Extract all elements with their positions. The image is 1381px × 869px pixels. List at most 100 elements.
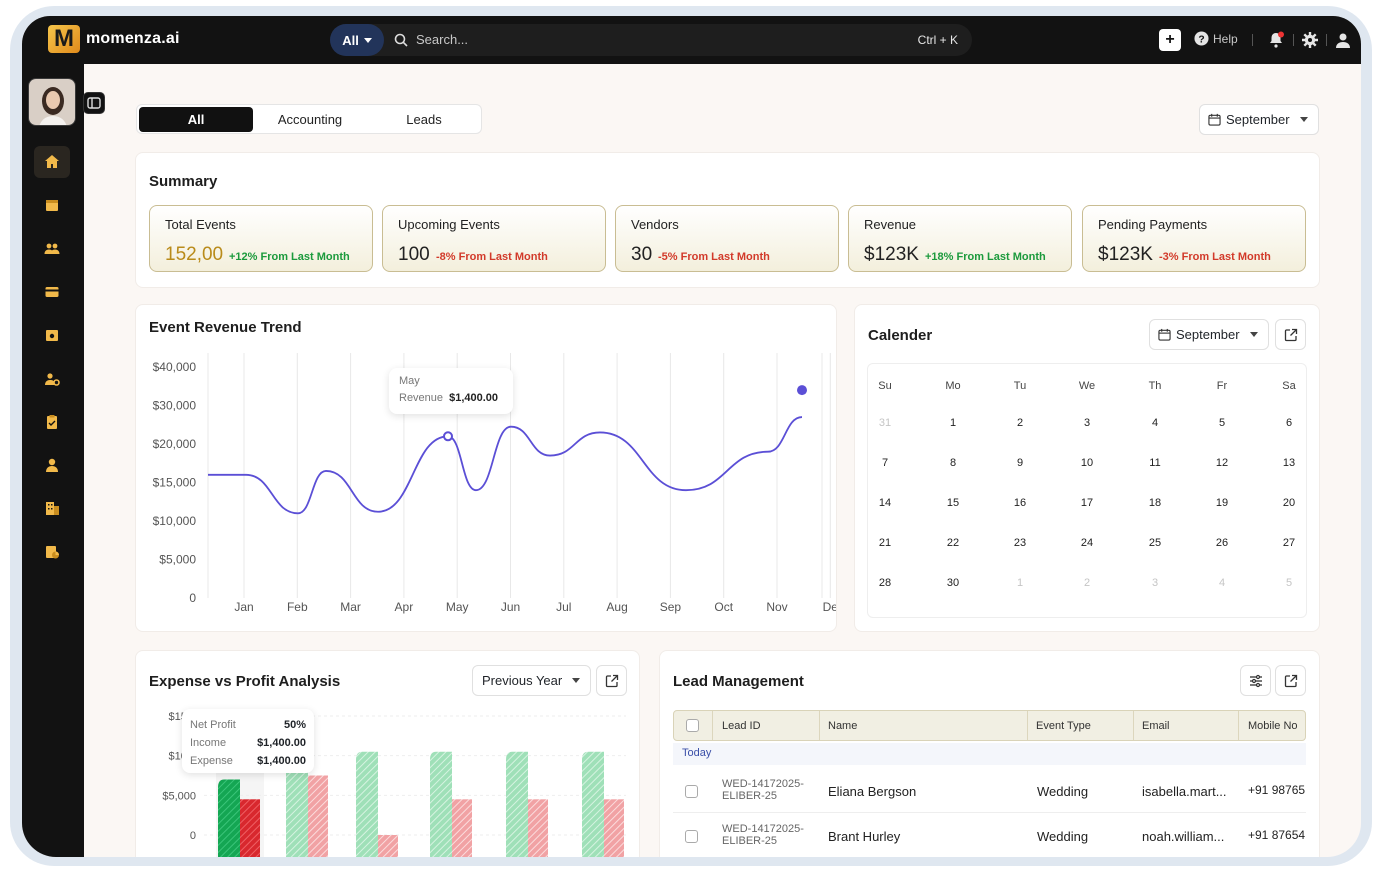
column-mobile[interactable]: Mobile No [1248, 720, 1298, 732]
sidebar-item-card[interactable] [34, 276, 70, 308]
calendar-day[interactable]: 3 [1151, 577, 1159, 589]
lead-open-button[interactable] [1275, 665, 1306, 696]
sidebar-item-event-calendar[interactable] [34, 319, 70, 351]
calendar-day[interactable]: 26 [1215, 537, 1229, 549]
calendar-day[interactable]: 5 [1218, 417, 1226, 429]
gear-icon[interactable] [1301, 31, 1319, 49]
summary-change: +18% From Last Month [925, 251, 1046, 263]
calendar-day[interactable]: 3 [1083, 417, 1091, 429]
income-bar[interactable] [286, 751, 308, 857]
calendar-day[interactable]: 7 [881, 457, 889, 469]
sidebar-toggle-button[interactable] [83, 92, 105, 114]
calendar-day[interactable]: 12 [1215, 457, 1229, 469]
calendar-day[interactable]: 8 [949, 457, 957, 469]
sidebar-item-report[interactable] [34, 536, 70, 568]
table-row[interactable]: WED-14172025- ELIBER-25 Brant Hurley Weddin… [673, 813, 1306, 857]
tab-accounting[interactable]: Accounting [277, 112, 343, 127]
calendar-day[interactable]: 2 [1016, 417, 1024, 429]
expense-bar[interactable] [308, 775, 328, 858]
lead-name[interactable]: Brant Hurley [828, 829, 901, 844]
income-bar[interactable] [430, 751, 452, 857]
calendar-open-button[interactable] [1275, 319, 1306, 350]
summary-card-total-events[interactable]: Total Events 152,00 +12% From Last Month [149, 205, 373, 272]
calendar-day[interactable]: 18 [1148, 497, 1162, 509]
sidebar-item-home[interactable] [34, 146, 70, 178]
row-checkbox[interactable] [685, 830, 698, 843]
expense-bar[interactable] [240, 799, 260, 857]
sidebar-item-building[interactable] [34, 492, 70, 524]
column-event-type[interactable]: Event Type [1036, 720, 1091, 732]
tab-leads[interactable]: Leads [406, 112, 442, 127]
lead-name[interactable]: Eliana Bergson [828, 784, 917, 799]
tab-all[interactable]: All [139, 107, 253, 132]
month-filter-dropdown[interactable]: September [1199, 104, 1319, 135]
global-search[interactable]: All Search... Ctrl + K [330, 24, 972, 56]
calendar-day[interactable]: 31 [878, 417, 892, 429]
calendar-day[interactable]: 6 [1285, 417, 1293, 429]
search-input[interactable]: Search... [416, 32, 469, 47]
select-all-checkbox[interactable] [686, 719, 699, 732]
x-tick-label: Jun [501, 600, 520, 614]
calendar-day[interactable]: 27 [1282, 537, 1296, 549]
calendar-day[interactable]: 1 [1016, 577, 1024, 589]
calendar-day[interactable]: 20 [1282, 497, 1296, 509]
x-tick-label: Oct [714, 600, 733, 614]
table-row[interactable]: WED-14172025- ELIBER-25 Eliana Bergson Wedd… [673, 768, 1306, 813]
calendar-day[interactable]: 28 [878, 577, 892, 589]
calendar-day[interactable]: 15 [946, 497, 960, 509]
hover-point[interactable] [443, 431, 453, 442]
sidebar-item-clipboard[interactable] [34, 406, 70, 438]
bell-icon[interactable] [1267, 31, 1285, 49]
calendar-day[interactable]: 21 [878, 537, 892, 549]
calendar-day[interactable]: 1 [949, 417, 957, 429]
add-button[interactable]: + [1159, 29, 1181, 51]
calendar-day[interactable]: 11 [1149, 457, 1161, 469]
expense-bar[interactable] [378, 835, 398, 857]
calendar-day[interactable]: 14 [878, 497, 892, 509]
calendar-month-dropdown[interactable]: September [1149, 319, 1269, 350]
calendar-day[interactable]: 30 [946, 577, 960, 589]
expense-bar[interactable] [452, 799, 472, 857]
summary-card-vendors[interactable]: Vendors 30 -5% From Last Month [615, 205, 839, 272]
income-bar[interactable] [506, 751, 528, 857]
help-link[interactable]: ? Help [1194, 31, 1238, 46]
expense-bar[interactable] [604, 799, 624, 857]
calendar-day[interactable]: 9 [1016, 457, 1024, 469]
calendar-day[interactable]: 2 [1083, 577, 1091, 589]
calendar-day[interactable]: 10 [1080, 457, 1094, 469]
row-checkbox[interactable] [685, 785, 698, 798]
user-icon[interactable] [1334, 31, 1352, 49]
income-bar[interactable] [582, 751, 604, 857]
column-lead-id[interactable]: Lead ID [722, 720, 761, 732]
data-point[interactable] [797, 385, 807, 396]
calendar-day[interactable]: 17 [1080, 497, 1094, 509]
calendar-day[interactable]: 25 [1148, 537, 1162, 549]
summary-card-upcoming-events[interactable]: Upcoming Events 100 -8% From Last Month [382, 205, 606, 272]
summary-card-revenue[interactable]: Revenue $123K +18% From Last Month [848, 205, 1072, 272]
calendar-day[interactable]: 13 [1282, 457, 1296, 469]
calendar-day[interactable]: 23 [1013, 537, 1027, 549]
brand-logo[interactable]: M momenza.ai [48, 25, 180, 53]
calendar-day[interactable]: 16 [1013, 497, 1027, 509]
sidebar-item-user-settings[interactable] [34, 363, 70, 395]
sidebar-item-calendar[interactable] [34, 189, 70, 221]
filter-button[interactable] [1240, 665, 1271, 696]
column-email[interactable]: Email [1142, 720, 1170, 732]
expense-open-button[interactable] [596, 665, 627, 696]
calendar-day[interactable]: 4 [1151, 417, 1159, 429]
income-bar[interactable] [356, 751, 378, 857]
sidebar-item-users[interactable] [34, 233, 70, 265]
search-scope-dropdown[interactable]: All [330, 24, 384, 56]
sidebar-item-person[interactable] [34, 449, 70, 481]
expense-bar[interactable] [528, 799, 548, 857]
calendar-day[interactable]: 4 [1218, 577, 1226, 589]
calendar-day[interactable]: 19 [1215, 497, 1229, 509]
income-bar[interactable] [218, 779, 240, 857]
avatar[interactable] [28, 78, 76, 126]
summary-card-pending-payments[interactable]: Pending Payments $123K -3% From Last Month [1082, 205, 1306, 272]
period-dropdown[interactable]: Previous Year [472, 665, 591, 696]
column-name[interactable]: Name [828, 720, 858, 732]
calendar-day[interactable]: 5 [1285, 577, 1293, 589]
calendar-day[interactable]: 24 [1080, 537, 1094, 549]
calendar-day[interactable]: 22 [946, 537, 960, 549]
